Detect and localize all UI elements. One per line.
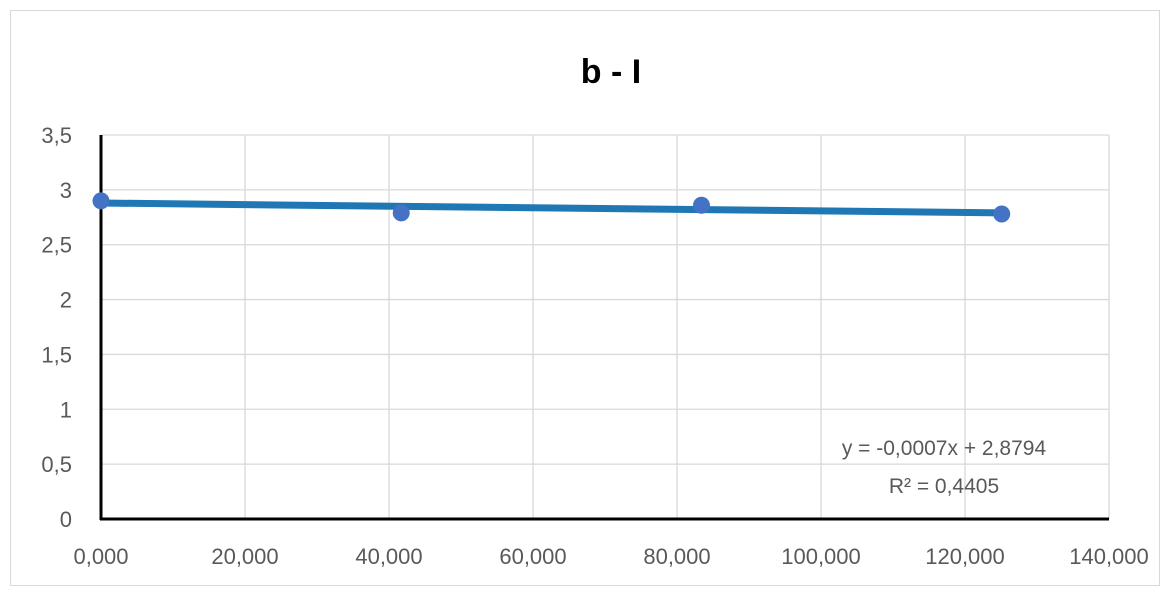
x-tick-label: 140,000: [1069, 544, 1149, 569]
data-point: [392, 204, 410, 222]
x-tick-labels: 0,000 20,000 40,000 60,000 80,000 100,000 120,…: [73, 544, 1148, 569]
trendline-path: [97, 199, 1006, 217]
grid-lines: [101, 134, 1110, 519]
data-point: [993, 205, 1011, 223]
x-tick-label: 60,000: [499, 544, 566, 569]
x-tick-label: 120,000: [925, 544, 1005, 569]
y-tick-labels: 0 0,5 1 1,5 2 2,5 3 3,5: [41, 123, 72, 532]
axes: [99, 135, 1109, 521]
data-points: [92, 192, 1011, 223]
y-tick-label: 2,5: [41, 233, 72, 258]
trendline-r-squared: R² = 0,4405: [889, 475, 999, 498]
trendline: [97, 199, 1006, 217]
y-tick-label: 0,5: [41, 452, 72, 477]
y-tick-label: 1: [60, 397, 72, 422]
y-tick-label: 0: [60, 507, 72, 532]
trendline-equation: y = -0,0007x + 2,8794: [842, 437, 1047, 460]
data-point: [692, 196, 710, 214]
y-tick-label: 2: [60, 288, 72, 313]
x-tick-label: 100,000: [781, 544, 861, 569]
x-tick-label: 40,000: [355, 544, 422, 569]
data-point: [92, 192, 110, 210]
chart-title: b - I: [581, 53, 641, 91]
x-tick-label: 20,000: [211, 544, 278, 569]
chart-frame: [10, 10, 1160, 586]
x-tick-label: 0,000: [73, 544, 128, 569]
y-tick-label: 1,5: [41, 342, 72, 367]
x-tick-label: 80,000: [643, 544, 710, 569]
y-tick-label: 3,5: [41, 123, 72, 148]
y-tick-label: 3: [60, 178, 72, 203]
